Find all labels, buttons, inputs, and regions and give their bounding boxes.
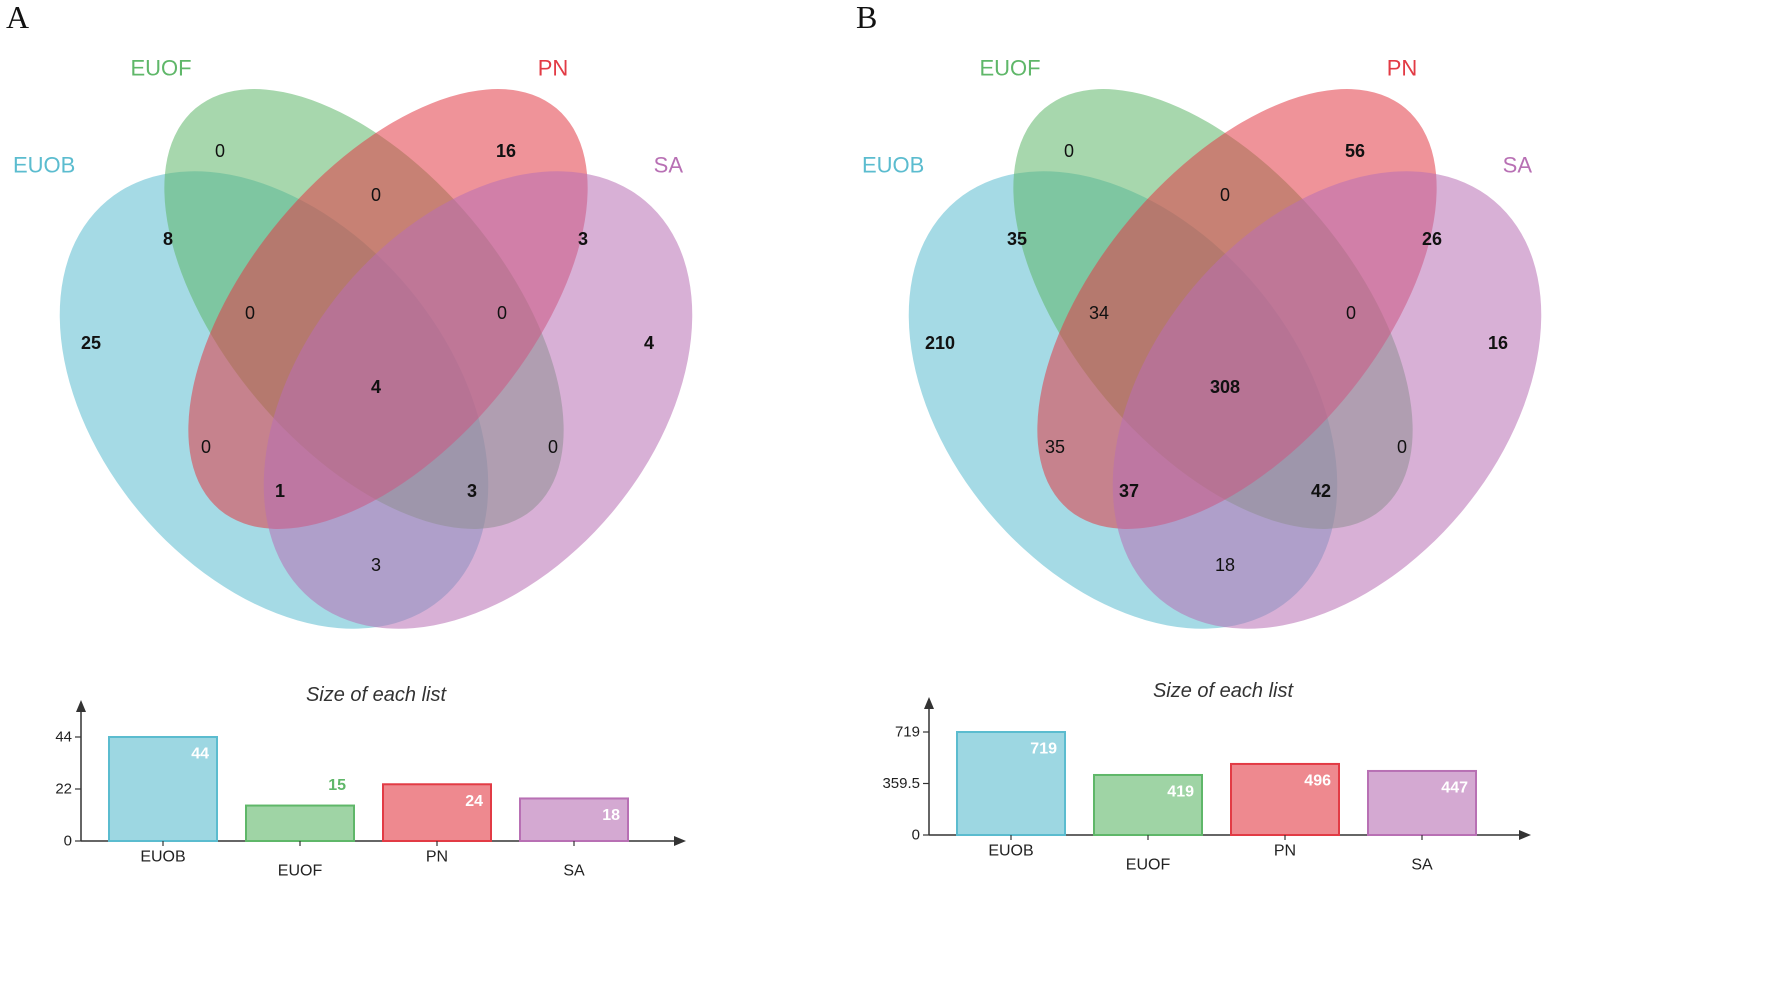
bar-pn — [382, 783, 492, 842]
region-count-euof: 0 — [1064, 141, 1074, 161]
region-count-euob-pn: 35 — [1045, 437, 1065, 457]
y-tick-label: 359.5 — [882, 775, 920, 792]
region-count-euob-pn: 0 — [201, 437, 211, 457]
region-count-sa: 16 — [1488, 333, 1508, 353]
venn-ellipses — [59, 89, 693, 629]
size-bar-chart: Size of each list 0 22 44 44 EUOB 15 EUOF 24 PN 18… — [55, 684, 686, 880]
x-tick-label-euof: EUOF — [1126, 857, 1171, 874]
region-count-pn-sa: 26 — [1422, 229, 1442, 249]
y-axis-arrow — [924, 697, 934, 709]
set-label-pn: PN — [1387, 56, 1418, 81]
region-count-euob-sa: 3 — [371, 555, 381, 575]
set-label-sa: SA — [654, 153, 684, 178]
set-label-pn: PN — [538, 56, 569, 81]
venn-ellipses — [908, 89, 1542, 629]
region-count-euob-euof: 35 — [1007, 229, 1027, 249]
bar-sa — [1367, 769, 1477, 836]
region-count-euof-sa: 0 — [548, 437, 558, 457]
y-axis-arrow — [76, 700, 86, 712]
x-tick-label-euof: EUOF — [278, 863, 323, 880]
size-bar-chart: Size of each list 0 359.5 719 719 EUOB 419 EUOF… — [882, 680, 1531, 874]
region-count-euob-pn-sa: 1 — [275, 481, 285, 501]
x-tick-label-sa: SA — [1411, 857, 1433, 874]
region-count-pn: 16 — [496, 141, 516, 161]
bar-value-label: 24 — [465, 793, 483, 810]
bar-euob — [108, 736, 218, 842]
bar-value-label: 719 — [1030, 741, 1057, 758]
venn-set-sa — [1112, 171, 1542, 629]
set-label-euof: EUOF — [130, 56, 191, 81]
region-count-euof-pn-sa: 0 — [1346, 303, 1356, 323]
y-tick-label: 719 — [895, 724, 920, 741]
set-label-euof: EUOF — [979, 56, 1040, 81]
region-count-pn: 56 — [1345, 141, 1365, 161]
bar-chart-title: Size of each list — [1153, 680, 1295, 702]
region-count-euob-pn-sa: 37 — [1119, 481, 1139, 501]
set-label-sa: SA — [1503, 153, 1533, 178]
x-tick-label-euob: EUOB — [140, 849, 185, 866]
x-axis-arrow — [674, 836, 686, 846]
bar-value-label: 496 — [1304, 772, 1331, 789]
region-count-euob-euof-pn: 34 — [1089, 303, 1109, 323]
bar-euob — [956, 731, 1066, 836]
x-tick-label-sa: SA — [563, 863, 585, 880]
region-count-euof-pn: 0 — [1220, 185, 1230, 205]
y-tick-label: 22 — [55, 781, 72, 798]
x-tick-label-pn: PN — [1274, 843, 1296, 860]
region-count-euob-sa: 18 — [1215, 555, 1235, 575]
region-count-euob: 210 — [925, 333, 955, 353]
region-count-pn-sa: 3 — [578, 229, 588, 249]
bar-euof — [245, 804, 355, 843]
bar-value-label: 419 — [1167, 783, 1194, 800]
venn-panel-B: B EUOB EUOF PN SA 210 0 56 16 35 0 26 34 0 308 35 0 37 42 1… — [856, 0, 1542, 874]
region-count-euob-euof-sa: 3 — [467, 481, 477, 501]
x-tick-label-euob: EUOB — [988, 843, 1033, 860]
bar-value-label: 15 — [328, 777, 346, 794]
bar-value-label: 44 — [191, 746, 209, 763]
y-tick-label: 0 — [64, 833, 72, 850]
region-count-all: 4 — [371, 377, 381, 397]
bar-euof — [1093, 773, 1203, 837]
region-count-euof-sa: 0 — [1397, 437, 1407, 457]
region-count-euob-euof-pn: 0 — [245, 303, 255, 323]
y-tick-label: 0 — [912, 827, 920, 844]
bar-value-label: 18 — [602, 807, 620, 824]
region-count-all: 308 — [1210, 377, 1240, 397]
y-tick-label: 44 — [55, 729, 72, 746]
panel-letter: A — [6, 0, 29, 35]
region-count-euob-euof-sa: 42 — [1311, 481, 1331, 501]
venn-set-sa — [263, 171, 693, 629]
set-label-euob: EUOB — [862, 153, 924, 178]
bar-chart-title: Size of each list — [306, 684, 448, 706]
region-count-euof: 0 — [215, 141, 225, 161]
region-count-euof-pn: 0 — [371, 185, 381, 205]
region-count-euob: 25 — [81, 333, 101, 353]
region-count-euob-euof: 8 — [163, 229, 173, 249]
set-label-euob: EUOB — [13, 153, 75, 178]
x-tick-label-pn: PN — [426, 849, 448, 866]
bar-pn — [1230, 762, 1340, 836]
x-axis-arrow — [1519, 830, 1531, 840]
region-count-euof-pn-sa: 0 — [497, 303, 507, 323]
region-count-sa: 4 — [644, 333, 654, 353]
panel-letter: B — [856, 0, 877, 35]
bar-value-label: 447 — [1441, 779, 1468, 796]
venn-panel-A: A EUOB EUOF PN SA 25 0 16 4 8 0 3 0 0 4 0 0 1 3 3 Size of ea… — [6, 0, 693, 880]
